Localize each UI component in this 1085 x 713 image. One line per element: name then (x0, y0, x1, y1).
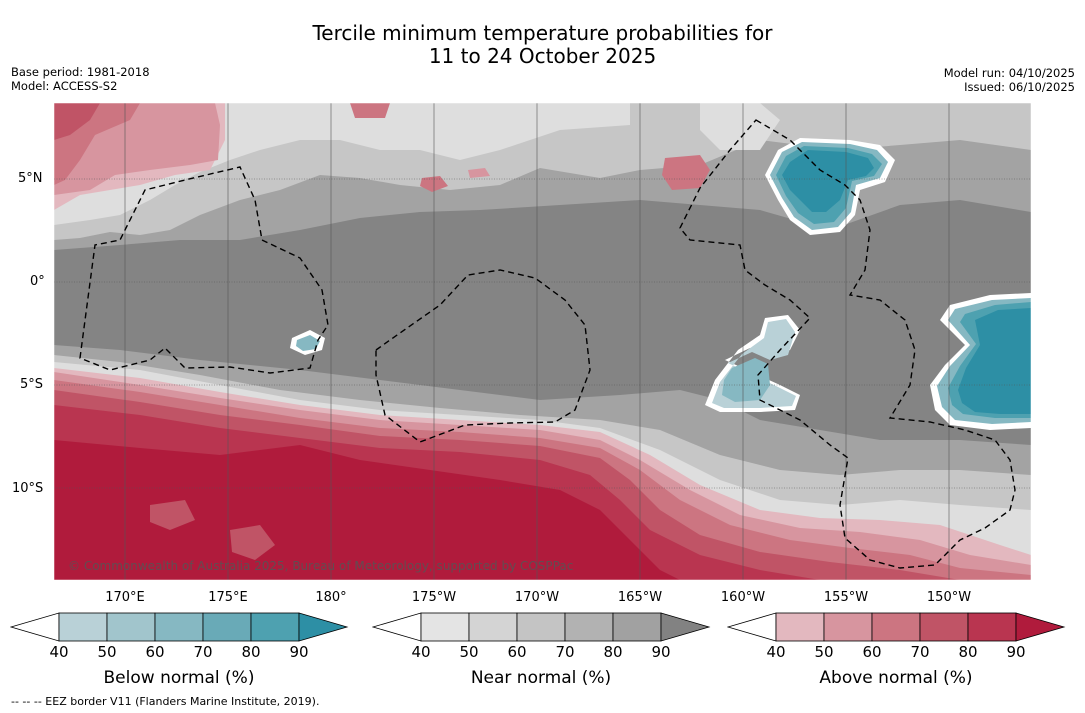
colorbar-segment (58, 612, 108, 642)
cb-below-tick: 80 (241, 643, 261, 661)
cb-near-tick: 40 (411, 643, 431, 661)
lon-label-155w: 155°W (823, 590, 869, 605)
colorbar-extend-high (660, 612, 711, 642)
north-gray-patch (700, 103, 780, 150)
cb-below-tick: 70 (193, 643, 213, 661)
colorbar-segment (871, 612, 921, 642)
lat-label-5n: 5°N (18, 171, 43, 186)
south-red-patch-light (230, 525, 275, 560)
lat-label-10s: 10°S (12, 481, 44, 496)
blue-central-mid (722, 358, 770, 402)
cb-below-tick: 40 (49, 643, 69, 661)
eez-footnote: -- -- -- EEZ border V11 (Flanders Marine… (11, 695, 320, 708)
lon-label-180: 180° (315, 590, 347, 605)
colorbar-segment (420, 612, 470, 642)
colorbar-extend-high (1015, 612, 1066, 642)
colorbar-below-title: Below normal (%) (103, 668, 255, 688)
cb-near-tick: 90 (651, 643, 671, 661)
south-red-patch-light-2 (150, 500, 195, 530)
colorbar-extend-high (298, 612, 349, 642)
colorbar-extend-low (727, 612, 777, 642)
lon-label-170w: 170°W (514, 590, 560, 605)
meta-left: Base period: 1981-2018 Model: ACCESS-S2 (11, 65, 150, 93)
lat-label-0: 0° (30, 274, 45, 289)
map-title: Tercile minimum temperature probabilitie… (0, 22, 1085, 68)
cb-above-tick: 80 (958, 643, 978, 661)
colorbar-above-title: Above normal (%) (819, 668, 973, 688)
lon-label-160w: 160°W (720, 590, 766, 605)
colorbar-segment (775, 612, 825, 642)
south-red-darkest (54, 440, 680, 580)
map-title-line1: Tercile minimum temperature probabilitie… (312, 21, 773, 45)
cb-near-tick: 50 (459, 643, 479, 661)
colorbar-segment (967, 612, 1017, 642)
map-frame (53, 102, 1032, 581)
map-field (54, 103, 1031, 580)
cb-near-tick: 60 (507, 643, 527, 661)
model-label: Model: ACCESS-S2 (11, 79, 118, 93)
colorbar-below (10, 612, 349, 642)
meta-right: Model run: 04/10/2025 Issued: 06/10/2025 (944, 66, 1075, 94)
cb-above-tick: 40 (766, 643, 786, 661)
model-run-label: Model run: 04/10/2025 (943, 66, 1075, 80)
lon-label-150w: 150°W (926, 590, 972, 605)
colorbar-near-title: Near normal (%) (470, 668, 612, 688)
copyright-watermark: © Commonwealth of Australia 2025, Bureau… (68, 559, 574, 573)
colorbar-segment (202, 612, 252, 642)
grid-lines (54, 178, 1031, 489)
colorbar-segment (919, 612, 969, 642)
eez-borders (79, 119, 1016, 569)
blue-east-core (958, 308, 1031, 414)
lon-label-175w: 175°W (411, 590, 457, 605)
cb-above-tick: 70 (910, 643, 930, 661)
meridian-lines (124, 103, 950, 580)
north-red-patch-center (662, 155, 710, 190)
cb-above-tick: 90 (1006, 643, 1026, 661)
cb-below-tick: 60 (145, 643, 165, 661)
north-red-dark (54, 103, 100, 140)
colorbar-segment (564, 612, 614, 642)
lat-label-5s: 5°S (20, 377, 44, 392)
issued-label: Issued: 06/10/2025 (964, 80, 1075, 94)
colorbar-segment (250, 612, 300, 642)
colorbar-near (372, 612, 711, 642)
colorbar-segment (823, 612, 873, 642)
cb-above-tick: 50 (814, 643, 834, 661)
cb-near-tick: 70 (555, 643, 575, 661)
blue-small-core (296, 335, 320, 351)
north-red-patch-small-2 (468, 168, 490, 178)
colorbar-segment (516, 612, 566, 642)
base-period-label: Base period: 1981-2018 (11, 65, 150, 79)
colorbar-segment (106, 612, 156, 642)
map-title-line2: 11 to 24 October 2025 (428, 44, 657, 68)
cb-above-tick: 60 (862, 643, 882, 661)
north-red-top-patch (350, 103, 390, 118)
lon-label-170e: 170°E (105, 590, 145, 605)
cb-near-tick: 80 (603, 643, 623, 661)
colorbar-segment (612, 612, 662, 642)
blue-north-core (782, 150, 874, 212)
colorbar-segment (468, 612, 518, 642)
cb-below-tick: 90 (289, 643, 309, 661)
lon-label-165w: 165°W (617, 590, 663, 605)
cb-below-tick: 50 (97, 643, 117, 661)
colorbar-segment (154, 612, 204, 642)
colorbar-extend-low (10, 612, 60, 642)
colorbar-above (727, 612, 1066, 642)
colorbar-extend-low (372, 612, 422, 642)
lon-label-175e: 175°E (208, 590, 248, 605)
